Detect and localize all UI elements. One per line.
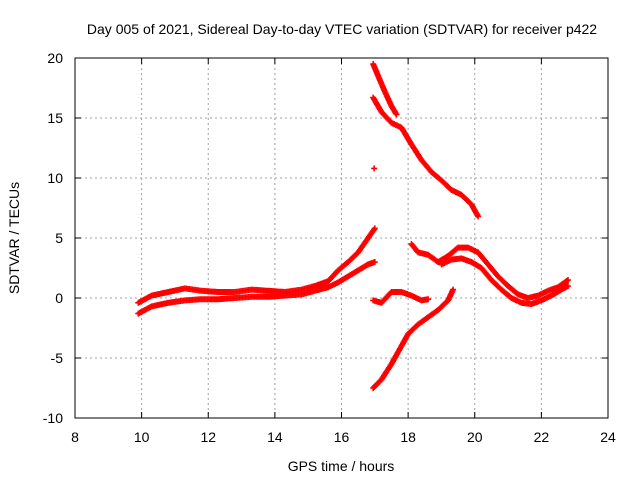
- data-point: [450, 286, 457, 293]
- data-point: [475, 213, 482, 220]
- data-point: [371, 165, 378, 172]
- x-tick-label: 18: [400, 429, 416, 445]
- data-point: [565, 277, 572, 283]
- data-point: [425, 296, 432, 303]
- x-axis: 8 10 12 14 16 18 20 22 24: [71, 58, 616, 445]
- data-point: [371, 259, 378, 265]
- data-points: [135, 61, 572, 391]
- data-point: [565, 283, 572, 289]
- x-tick-label: 24: [600, 429, 616, 445]
- y-tick-label: -10: [43, 410, 63, 426]
- x-tick-label: 10: [134, 429, 150, 445]
- x-tick-label: 20: [467, 429, 483, 445]
- y-axis: -10 -5 0 5 10 15 20: [43, 50, 608, 426]
- y-tick-label: 15: [47, 110, 63, 126]
- data-point: [393, 111, 400, 118]
- data-point: [371, 225, 378, 232]
- x-tick-label: 8: [71, 429, 79, 445]
- plot-frame: [74, 57, 609, 419]
- y-tick-label: 20: [47, 50, 63, 66]
- grid: [75, 58, 608, 418]
- y-axis-label: SDTVAR / TECUs: [6, 182, 22, 294]
- y-tick-label: -5: [51, 350, 64, 366]
- y-tick-label: 0: [55, 290, 63, 306]
- y-tick-label: 5: [55, 230, 63, 246]
- x-tick-label: 14: [267, 429, 283, 445]
- y-tick-label: 10: [47, 170, 63, 186]
- x-tick-label: 22: [534, 429, 550, 445]
- x-tick-label: 16: [334, 429, 350, 445]
- x-axis-label: GPS time / hours: [288, 458, 395, 474]
- x-tick-label: 12: [200, 429, 216, 445]
- chart-title: Day 005 of 2021, Sidereal Day-to-day VTE…: [87, 21, 597, 37]
